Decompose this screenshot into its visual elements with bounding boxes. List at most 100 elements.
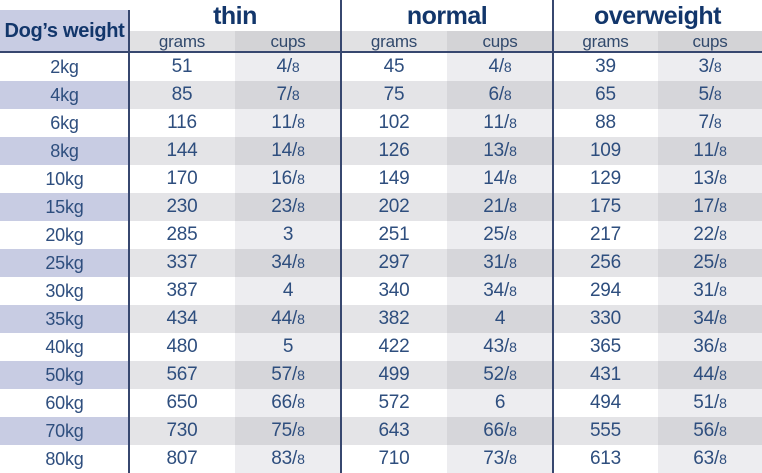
normal-cups-cell: 6 6/8: [447, 417, 553, 445]
overweight-grams-cell: 294: [553, 277, 658, 305]
overweight-grams-cell: 109: [553, 137, 658, 165]
thin-cups-cell: 4 4/8: [235, 305, 341, 333]
normal-grams-cell: 45: [341, 53, 447, 81]
normal-grams-cell: 202: [341, 193, 447, 221]
overweight-grams-column-header: grams: [553, 31, 658, 53]
overweight-cups-cell: 3/8: [658, 53, 762, 81]
overweight-cups-cell: 6 3/8: [658, 445, 762, 473]
weight-cell: 40kg: [0, 333, 129, 361]
normal-grams-cell: 297: [341, 249, 447, 277]
normal-grams-cell: 102: [341, 109, 447, 137]
thin-cups-column-header: cups: [235, 31, 341, 53]
group-header-overweight-label: overweight: [594, 2, 721, 30]
header-separator-line: [0, 51, 762, 53]
normal-cups-cell: 4: [447, 305, 553, 333]
overweight-grams-cell: 129: [553, 165, 658, 193]
overweight-cups-cell: 1 3/8: [658, 165, 762, 193]
weight-cell: 70kg: [0, 417, 129, 445]
weight-cell: 8kg: [0, 137, 129, 165]
normal-cups-cell: 1 4/8: [447, 165, 553, 193]
weight-cell: 2kg: [0, 53, 129, 81]
normal-cups-cell: 6/8: [447, 81, 553, 109]
overweight-cups-cell: 7/8: [658, 109, 762, 137]
overweight-grams-cell: 365: [553, 333, 658, 361]
thin-grams-cell: 650: [129, 389, 235, 417]
overweight-grams-cell: 39: [553, 53, 658, 81]
thin-cups-cell: 7/8: [235, 81, 341, 109]
thin-cups-cell: 7 5/8: [235, 417, 341, 445]
normal-grams-cell: 75: [341, 81, 447, 109]
thin-grams-cell: 567: [129, 361, 235, 389]
normal-cups-cell: 3 1/8: [447, 249, 553, 277]
thin-grams-cell: 51: [129, 53, 235, 81]
overweight-cups-cell: 3 6/8: [658, 333, 762, 361]
overweight-grams-cell: 217: [553, 221, 658, 249]
thin-grams-cell: 434: [129, 305, 235, 333]
normal-cups-column-header: cups: [447, 31, 553, 53]
normal-grams-cell: 126: [341, 137, 447, 165]
normal-cups-cell: 1 1/8: [447, 109, 553, 137]
thin-normal-separator-line: [340, 0, 342, 473]
normal-grams-cell: 340: [341, 277, 447, 305]
normal-grams-cell: 251: [341, 221, 447, 249]
weight-cell: 15kg: [0, 193, 129, 221]
overweight-cups-cell: 5 6/8: [658, 417, 762, 445]
normal-grams-cell: 710: [341, 445, 447, 473]
thin-cups-cell: 6 6/8: [235, 389, 341, 417]
thin-grams-column-header: grams: [129, 31, 235, 53]
weight-cell: 80kg: [0, 445, 129, 473]
normal-overweight-separator-line: [552, 0, 554, 473]
overweight-grams-cell: 431: [553, 361, 658, 389]
thin-cups-cell: 3 4/8: [235, 249, 341, 277]
weight-cell: 4kg: [0, 81, 129, 109]
overweight-grams-cell: 175: [553, 193, 658, 221]
overweight-grams-cell: 555: [553, 417, 658, 445]
thin-cups-cell: 3: [235, 221, 341, 249]
thin-grams-cell: 144: [129, 137, 235, 165]
group-header-thin-label: thin: [213, 2, 257, 30]
weight-cell: 35kg: [0, 305, 129, 333]
thin-cups-cell: 4/8: [235, 53, 341, 81]
normal-grams-cell: 422: [341, 333, 447, 361]
overweight-grams-cell: 65: [553, 81, 658, 109]
thin-cups-cell: 1 1/8: [235, 109, 341, 137]
group-header-thin: thin: [129, 0, 341, 31]
group-header-overweight: overweight: [553, 0, 762, 31]
thin-grams-cell: 807: [129, 445, 235, 473]
normal-cups-cell: 2 5/8: [447, 221, 553, 249]
thin-grams-cell: 730: [129, 417, 235, 445]
overweight-grams-cell: 613: [553, 445, 658, 473]
weight-cell: 25kg: [0, 249, 129, 277]
normal-cups-cell: 1 3/8: [447, 137, 553, 165]
normal-grams-cell: 149: [341, 165, 447, 193]
weight-cell: 20kg: [0, 221, 129, 249]
normal-grams-cell: 382: [341, 305, 447, 333]
overweight-grams-cell: 494: [553, 389, 658, 417]
thin-cups-cell: 2 3/8: [235, 193, 341, 221]
overweight-cups-cell: 4 4/8: [658, 361, 762, 389]
weight-cell: 10kg: [0, 165, 129, 193]
overweight-cups-cell: 1 1/8: [658, 137, 762, 165]
overweight-cups-cell: 1 7/8: [658, 193, 762, 221]
overweight-cups-cell: 2 5/8: [658, 249, 762, 277]
thin-grams-cell: 116: [129, 109, 235, 137]
overweight-cups-cell: 5/8: [658, 81, 762, 109]
thin-grams-cell: 285: [129, 221, 235, 249]
normal-cups-cell: 6: [447, 389, 553, 417]
normal-cups-cell: 4/8: [447, 53, 553, 81]
overweight-cups-cell: 3 4/8: [658, 305, 762, 333]
weight-cell: 50kg: [0, 361, 129, 389]
weight-column-header: Dog’s weight: [0, 0, 129, 53]
thin-grams-cell: 337: [129, 249, 235, 277]
thin-cups-cell: 8 3/8: [235, 445, 341, 473]
normal-cups-cell: 4 3/8: [447, 333, 553, 361]
normal-cups-cell: 5 2/8: [447, 361, 553, 389]
thin-cups-cell: 5 7/8: [235, 361, 341, 389]
thin-grams-cell: 480: [129, 333, 235, 361]
weight-column-separator-line: [128, 10, 130, 473]
normal-grams-cell: 572: [341, 389, 447, 417]
weight-column-header-box: Dog’s weight: [0, 10, 129, 53]
overweight-cups-cell: 3 1/8: [658, 277, 762, 305]
overweight-cups-cell: 2 2/8: [658, 221, 762, 249]
